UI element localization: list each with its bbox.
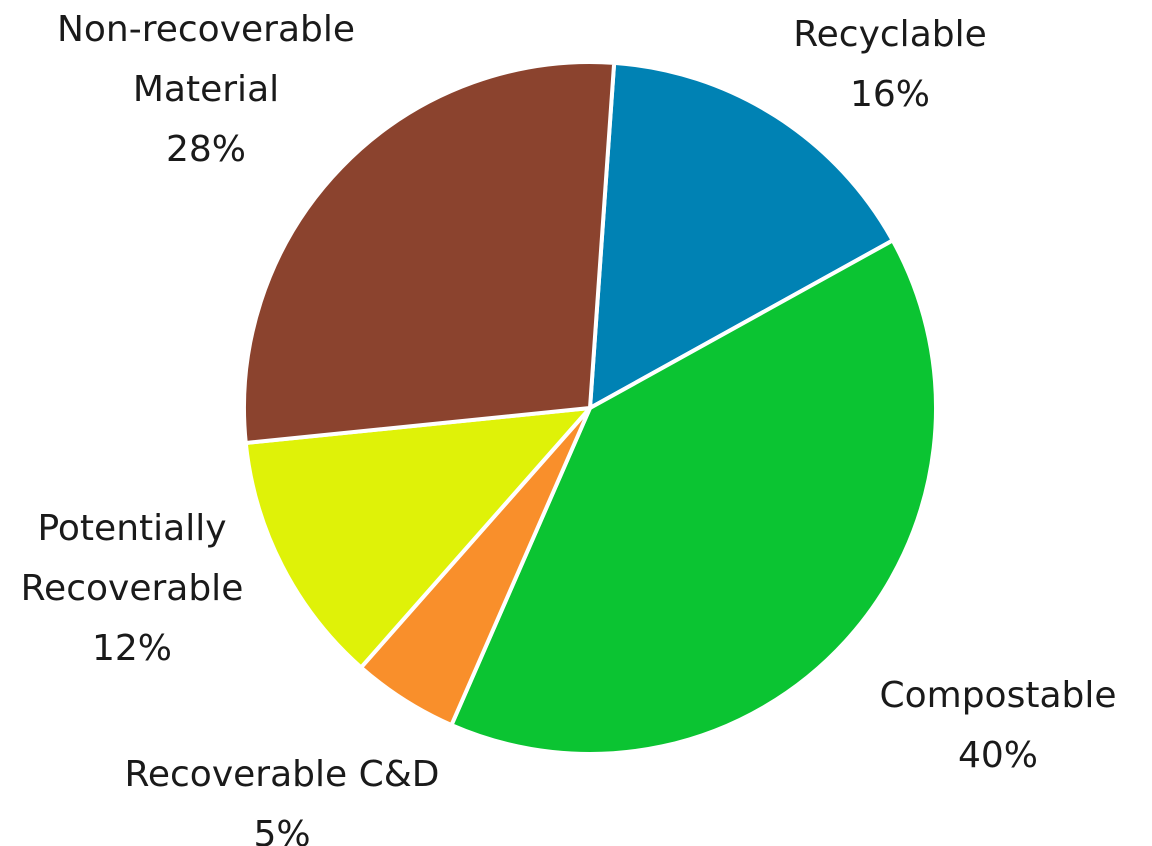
slice-label-recoverable-candd: Recoverable C&D 5% xyxy=(124,754,439,846)
slice-label-percent: 40% xyxy=(958,735,1038,776)
slice-label-non-recoverable-material: Non-recoverable Material 28% xyxy=(57,9,355,170)
slice-label-percent: 28% xyxy=(166,129,246,170)
slice-label-recyclable: Recyclable 16% xyxy=(793,14,987,115)
slice-label-percent: 5% xyxy=(253,814,310,846)
slice-label-potentially-recoverable: Potentially Recoverable 12% xyxy=(21,508,244,669)
pie-slice-non-recoverable-material xyxy=(242,60,617,445)
slice-label-name-line: Recoverable xyxy=(21,568,244,609)
slice-label-name-line: Recyclable xyxy=(793,14,987,55)
pie-slice-potentially-recoverable xyxy=(243,406,592,670)
slice-label-name-line: Compostable xyxy=(879,675,1116,716)
slice-label-name-line: Recoverable C&D xyxy=(124,754,439,795)
pie-slice-compostable xyxy=(449,238,938,756)
slice-label-name-line: Material xyxy=(133,69,279,110)
slice-label-name-line: Potentially xyxy=(37,508,226,549)
slice-label-compostable: Compostable 40% xyxy=(879,675,1116,776)
slices-layer xyxy=(242,60,938,756)
slice-label-percent: 12% xyxy=(92,628,172,669)
labels-layer: Recyclable 16% Compostable 40% Recoverable C… xyxy=(21,9,1117,846)
pie-slice-recyclable xyxy=(588,60,895,410)
slice-label-name-line: Non-recoverable xyxy=(57,9,355,50)
slice-label-percent: 16% xyxy=(850,74,930,115)
